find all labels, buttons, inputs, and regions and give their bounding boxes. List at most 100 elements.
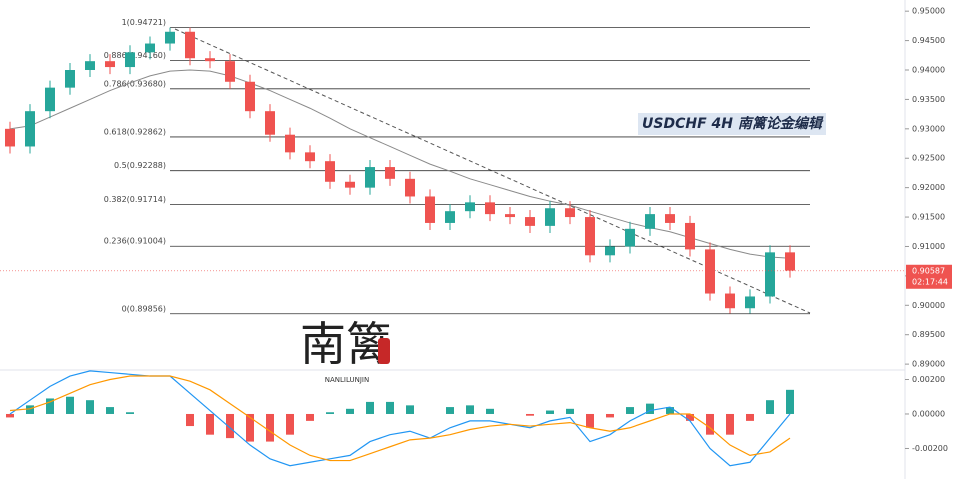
- histogram-bar: [286, 413, 294, 435]
- candle-body: [285, 134, 295, 153]
- candle-body: [465, 202, 475, 212]
- indicator-line: [9, 370, 791, 467]
- price-tag-value: 0.90587: [912, 266, 945, 275]
- y-tick-label: -0.00200: [912, 444, 948, 453]
- histogram-bar: [246, 413, 254, 442]
- candle-body: [545, 208, 555, 226]
- fib-label: 0(0.89856): [122, 304, 166, 313]
- candle-body: [85, 61, 95, 70]
- candle-body: [505, 214, 515, 218]
- histogram-bar: [186, 413, 194, 427]
- histogram-bar: [6, 413, 14, 418]
- indicator-line: [9, 375, 791, 462]
- histogram-bar: [206, 413, 214, 435]
- y-tick-label: 0.95000: [912, 7, 945, 16]
- histogram-bar: [346, 408, 354, 414]
- y-tick-label: 0.91000: [912, 242, 945, 251]
- histogram-bar: [786, 389, 794, 414]
- indicator-line: [9, 69, 791, 259]
- histogram-bar: [126, 412, 134, 414]
- histogram-bar: [666, 407, 674, 414]
- histogram-bar: [726, 413, 734, 435]
- y-tick-label: 0.00000: [912, 409, 945, 418]
- fib-label: 0.382(0.91714): [104, 195, 166, 204]
- histogram-bar: [306, 413, 314, 421]
- candle-body: [325, 161, 335, 182]
- candle-body: [225, 61, 235, 82]
- histogram-bar: [86, 400, 94, 414]
- candle-body: [745, 296, 755, 309]
- seal: [378, 338, 390, 364]
- candle-body: [265, 111, 275, 135]
- fib-label: 0.236(0.91004): [104, 237, 166, 246]
- candle-body: [205, 58, 215, 62]
- fib-label: 0.5(0.92288): [114, 161, 166, 170]
- countdown: 02:17:44: [912, 277, 948, 286]
- histogram-bar: [26, 405, 34, 414]
- candle-body: [645, 214, 655, 229]
- histogram-bar: [626, 407, 634, 414]
- histogram-bar: [46, 398, 54, 414]
- candle-body: [625, 228, 635, 247]
- histogram-bar: [546, 410, 554, 414]
- y-tick-label: 0.93000: [912, 124, 945, 133]
- candle-body: [185, 31, 195, 59]
- histogram-bar: [686, 413, 694, 421]
- y-tick-label: 0.89000: [912, 360, 945, 369]
- candle-body: [785, 252, 795, 271]
- fib-label: 1(0.94721): [122, 18, 166, 27]
- candle-body: [725, 293, 735, 309]
- candle-body: [665, 214, 675, 223]
- candle-body: [425, 196, 435, 223]
- candle-body: [105, 61, 115, 68]
- histogram-bar: [106, 407, 114, 414]
- histogram-bar: [466, 405, 474, 414]
- candle-body: [25, 111, 35, 147]
- candle-body: [585, 217, 595, 256]
- histogram-bar: [746, 413, 754, 421]
- histogram-bar: [406, 405, 414, 414]
- histogram-bar: [586, 413, 594, 428]
- candle-body: [405, 178, 415, 197]
- histogram-bar: [366, 401, 374, 414]
- candle-body: [365, 167, 375, 188]
- trend-line: [174, 28, 811, 314]
- histogram-bar: [446, 407, 454, 414]
- fib-label: 0.618(0.92862): [104, 127, 166, 136]
- candle-body: [165, 31, 175, 44]
- histogram-bar: [266, 413, 274, 442]
- candle-body: [525, 217, 535, 226]
- watermark-sub: NANLILUNJIN: [325, 376, 370, 384]
- y-tick-label: 0.92500: [912, 154, 945, 163]
- candle-body: [125, 52, 135, 68]
- watermark: 南篱: [300, 317, 392, 371]
- candle-body: [445, 211, 455, 223]
- y-tick-label: 0.92000: [912, 183, 945, 192]
- histogram-bar: [526, 413, 534, 416]
- annotation-box: [638, 113, 826, 135]
- plot: 0.95000 0.94500 0.94000 0.93500 0.93000 0.925…: [0, 7, 952, 467]
- candle-body: [705, 249, 715, 294]
- candle-body: [245, 81, 255, 112]
- fib-label: 0.786(0.93680): [104, 79, 166, 88]
- annotation: USDCHF 4H 南篱论金编辑: [642, 115, 824, 132]
- candle-body: [485, 202, 495, 215]
- candle-body: [565, 208, 575, 218]
- histogram-bar: [706, 413, 714, 435]
- y-tick-label: 0.94000: [912, 66, 945, 75]
- histogram-bar: [766, 400, 774, 414]
- y-tick-label: 0.94500: [912, 36, 945, 45]
- histogram-bar: [606, 413, 614, 418]
- histogram-bar: [646, 403, 654, 414]
- histogram-bar: [326, 412, 334, 414]
- candle-body: [385, 167, 395, 179]
- candle-body: [685, 222, 695, 250]
- candle-body: [605, 246, 615, 256]
- y-tick-label: 0.90000: [912, 301, 945, 310]
- candle-body: [305, 152, 315, 162]
- candle-body: [45, 87, 55, 112]
- candle-body: [65, 70, 75, 88]
- histogram-bar: [386, 401, 394, 414]
